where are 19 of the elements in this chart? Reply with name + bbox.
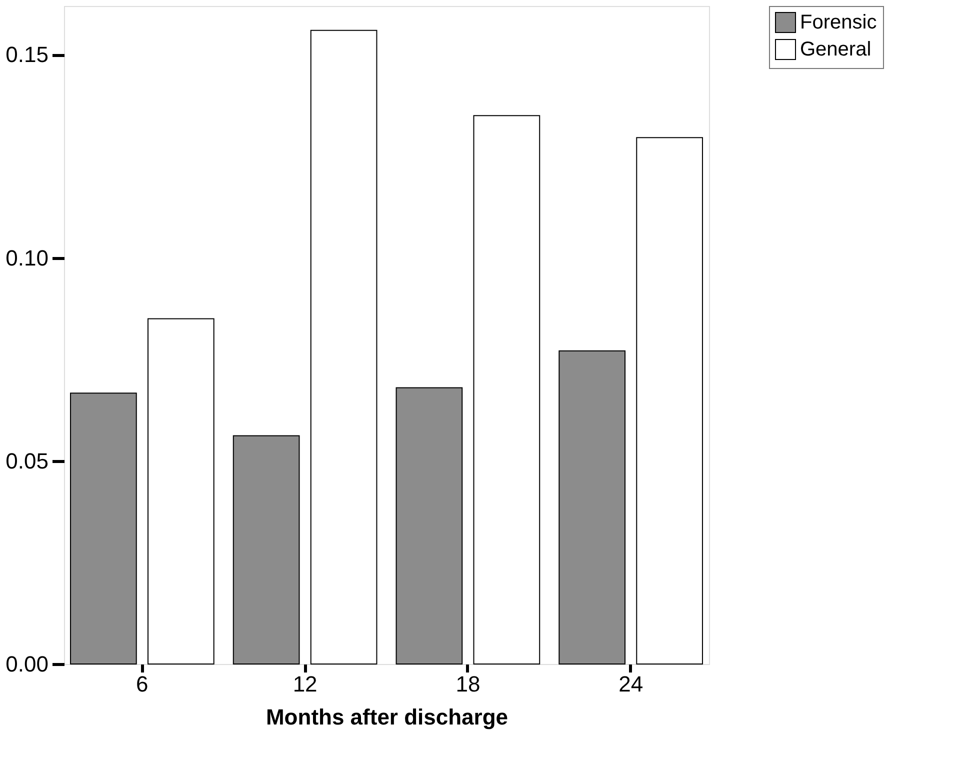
x-axis-title: Months after discharge [266, 704, 508, 730]
bar [232, 435, 300, 664]
y-tick-label: 0.00 [6, 652, 48, 676]
bar [636, 137, 703, 664]
bar [70, 392, 137, 664]
y-tick-label: 0.05 [6, 448, 48, 474]
x-tick-label: 18 [456, 672, 480, 696]
x-tick-label: 24 [618, 672, 644, 696]
bar [473, 115, 540, 664]
bar [558, 350, 626, 664]
bar [147, 318, 214, 664]
y-tick-label: 0.15 [6, 42, 48, 68]
bar [310, 30, 378, 664]
bar [396, 387, 463, 664]
x-tick-label: 6 [136, 672, 148, 696]
legend-label: General [800, 38, 872, 60]
legend-label: Forensic [800, 12, 877, 34]
x-tick-label: 12 [292, 672, 318, 696]
y-tick-label: 0.10 [6, 245, 48, 270]
